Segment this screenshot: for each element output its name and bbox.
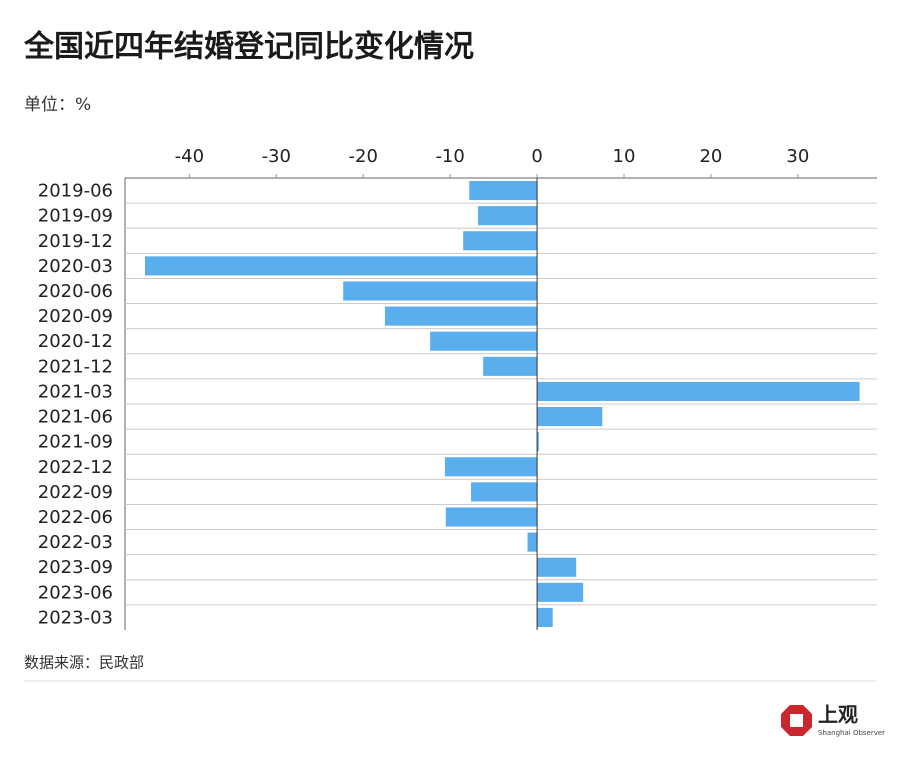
bar: [343, 281, 538, 301]
x-tick-label: 0: [531, 146, 542, 167]
bar: [469, 181, 538, 201]
bar: [537, 557, 577, 577]
x-tick-label: -20: [349, 146, 378, 167]
bar: [430, 331, 538, 351]
y-tick-label: 2020-12: [38, 331, 113, 352]
x-tick-label: 20: [699, 146, 722, 167]
y-tick-label: 2021-09: [38, 432, 113, 453]
x-tick-label: -40: [175, 146, 204, 167]
y-tick-label: 2019-09: [38, 206, 113, 227]
y-tick-label: 2023-09: [38, 557, 113, 578]
x-tick-label: 30: [786, 146, 809, 167]
logo: 上观 Shanghai Observer: [781, 703, 885, 737]
y-tick-label: 2021-03: [38, 381, 113, 402]
bar: [477, 206, 538, 226]
bar: [471, 482, 538, 502]
bar: [527, 532, 538, 552]
x-tick-label: -10: [435, 146, 464, 167]
bar: [483, 356, 538, 376]
y-tick-label: 2020-09: [38, 306, 113, 327]
y-tick-label: 2022-09: [38, 482, 113, 503]
bar: [537, 607, 553, 627]
chart-title: 全国近四年结婚登记同比变化情况: [23, 30, 474, 65]
y-tick-label: 2022-03: [38, 532, 113, 553]
bar: [144, 256, 538, 276]
y-tick-label: 2020-06: [38, 281, 113, 302]
y-tick-label: 2019-06: [38, 181, 113, 202]
x-tick-label: -30: [262, 146, 291, 167]
bar: [537, 582, 584, 602]
y-tick-label: 2023-06: [38, 582, 113, 603]
bar: [445, 507, 538, 527]
bar: [537, 381, 860, 401]
brand-tagline: Shanghai Observer: [818, 729, 885, 737]
brand-name: 上观: [818, 703, 858, 727]
bar: [537, 407, 603, 427]
bar: [537, 432, 539, 452]
y-tick-label: 2022-12: [38, 457, 113, 478]
x-tick-label: 10: [613, 146, 636, 167]
logo-hole: [790, 714, 803, 727]
source: 数据来源：民政部: [24, 654, 144, 672]
bar: [384, 306, 538, 326]
y-tick-label: 2022-06: [38, 507, 113, 528]
bar: [463, 231, 538, 251]
unit-label: 单位：%: [24, 95, 91, 115]
y-tick-label: 2021-12: [38, 356, 113, 377]
y-tick-label: 2020-03: [38, 256, 113, 277]
y-tick-label: 2021-06: [38, 407, 113, 428]
y-tick-label: 2019-12: [38, 231, 113, 252]
bar: [444, 457, 538, 477]
y-tick-label: 2023-03: [38, 607, 113, 628]
